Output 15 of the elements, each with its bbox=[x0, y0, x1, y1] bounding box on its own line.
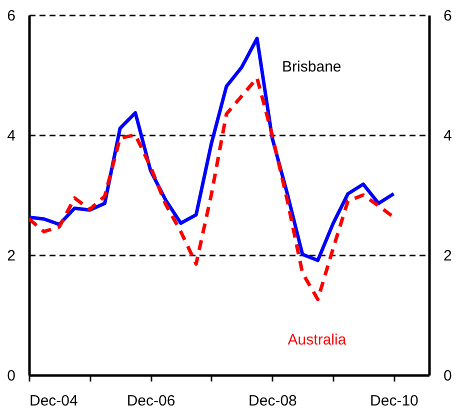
y-tick-label: 0 bbox=[7, 368, 16, 384]
y-tick-label: 2 bbox=[7, 248, 16, 264]
line-series bbox=[29, 76, 396, 302]
x-tick-label: Dec-08 bbox=[248, 392, 297, 410]
y2-tick-label: 6 bbox=[444, 8, 452, 24]
text: Australia bbox=[288, 331, 347, 348]
x-tick-label: Dec-06 bbox=[126, 392, 176, 410]
y2-tick-label: 2 bbox=[444, 248, 452, 264]
y-tick-label: 4 bbox=[7, 128, 16, 144]
y2-tick-label: 4 bbox=[444, 128, 452, 144]
x-tick-label: Dec-04 bbox=[30, 392, 78, 410]
series-label: Brisbane bbox=[282, 58, 342, 76]
x-tick-label: Dec-10 bbox=[370, 392, 418, 410]
y-tick-label: 6 bbox=[7, 8, 16, 24]
y2-tick-label: 0 bbox=[444, 368, 452, 384]
